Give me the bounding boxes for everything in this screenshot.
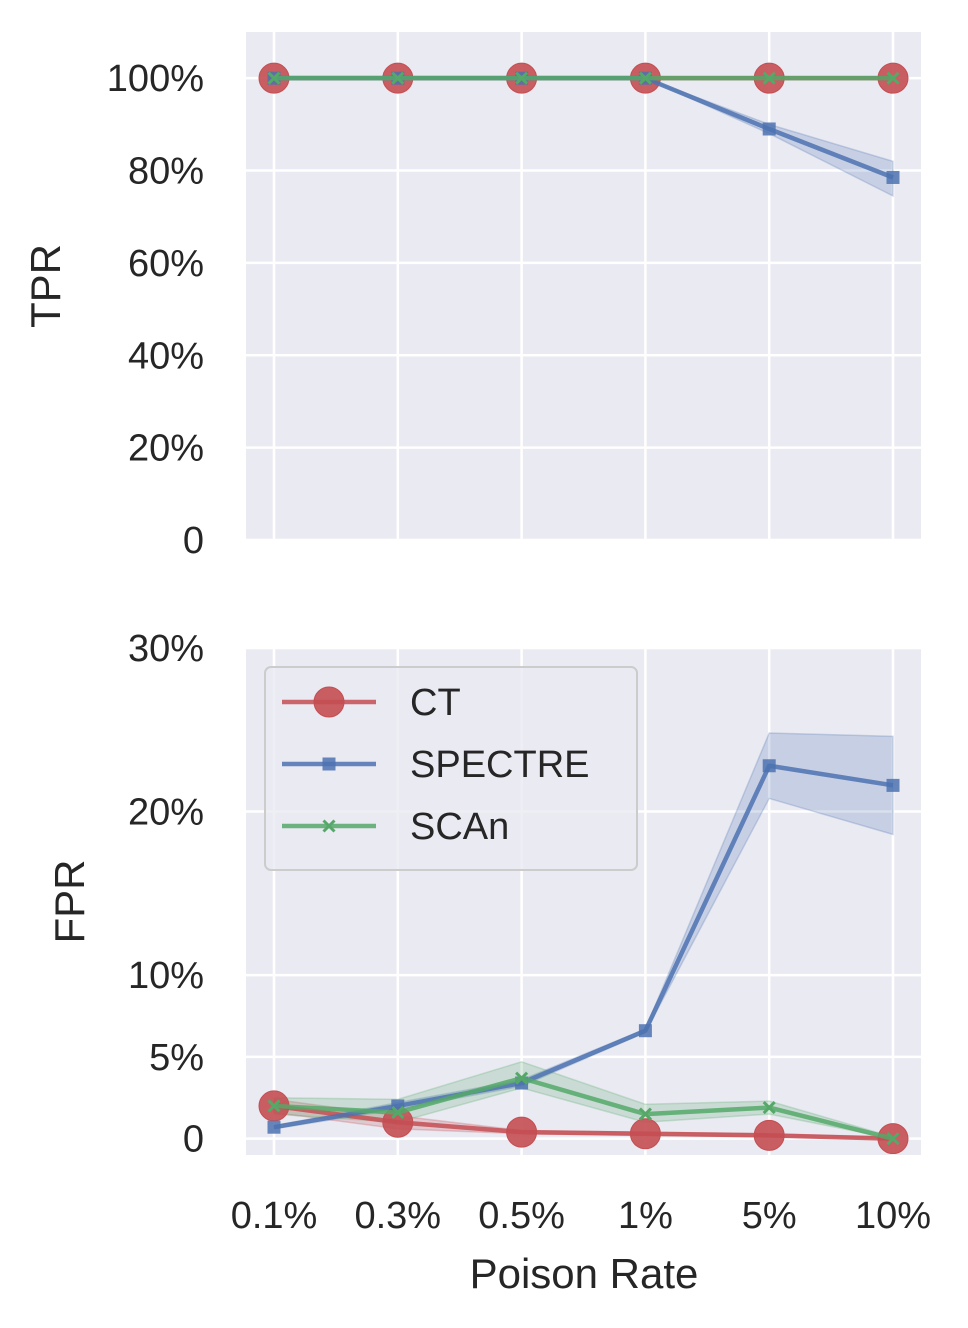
y-tick-label: 5% (149, 1037, 204, 1079)
x-tick-label: 0.3% (354, 1195, 441, 1237)
plot-area (246, 32, 921, 540)
y-tick-label: 0 (183, 520, 204, 562)
x-tick-label: 10% (855, 1195, 931, 1237)
data-point-scan (267, 1099, 281, 1113)
data-point-spectre (638, 1024, 652, 1038)
legend-marker-spectre (322, 757, 336, 771)
data-point-scan (515, 71, 529, 85)
y-tick-label: 10% (128, 955, 204, 997)
data-point-spectre (886, 170, 900, 184)
data-point-spectre (762, 122, 776, 136)
x-tick-label: 0.5% (478, 1195, 565, 1237)
data-point-ct (629, 1118, 661, 1150)
legend: CT SPECTRE SCAn (264, 666, 638, 871)
legend-marker-scan (322, 819, 336, 833)
data-point-scan (886, 1132, 900, 1146)
data-point-scan (638, 71, 652, 85)
x-tick-label: 5% (742, 1195, 797, 1237)
y-axis-label: FPR (46, 860, 93, 944)
data-point-scan (515, 1071, 529, 1085)
y-tick-label: 40% (128, 335, 204, 377)
data-point-scan (391, 71, 405, 85)
y-tick-label: 20% (128, 792, 204, 834)
legend-label-spectre: SPECTRE (410, 744, 589, 786)
x-tick-label: 0.1% (231, 1195, 318, 1237)
data-point-scan (762, 1101, 776, 1115)
data-point-spectre (886, 778, 900, 792)
y-tick-label: 80% (128, 151, 204, 193)
y-axis-label: TPR (22, 244, 69, 328)
data-point-scan (391, 1105, 405, 1120)
legend-label-ct: CT (410, 682, 461, 724)
y-tick-label: 30% (128, 628, 204, 670)
data-point-spectre (267, 1120, 281, 1134)
legend-label-scan: SCAn (410, 806, 509, 848)
data-point-scan (638, 1107, 652, 1121)
x-axis-label: Poison Rate (470, 1250, 699, 1297)
x-tick-label: 1% (618, 1195, 673, 1237)
legend-box (264, 666, 638, 871)
tpr-panel: 0 20% 40% 60% 80% 100% TPR (22, 32, 921, 562)
data-point-scan (886, 71, 900, 85)
y-tick-label: 20% (128, 428, 204, 470)
series-line-scan (273, 1075, 894, 1141)
series-line-ct (273, 1103, 894, 1141)
y-tick-label: 60% (128, 243, 204, 285)
data-point-scan (267, 71, 281, 85)
legend-marker-ct (313, 686, 345, 718)
data-point-ct (753, 1119, 785, 1151)
y-tick-label: 0 (183, 1119, 204, 1161)
data-point-spectre (762, 759, 776, 773)
data-point-ct (506, 1116, 538, 1148)
y-tick-label: 100% (107, 58, 204, 100)
data-point-scan (762, 71, 776, 85)
